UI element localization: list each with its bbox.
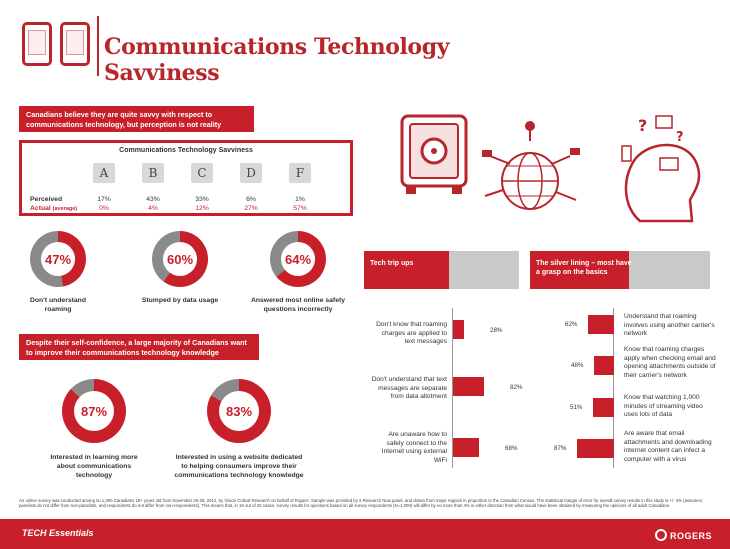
- donut-data-usage-label: Stumped by data usage: [141, 297, 219, 304]
- actual-b: 4%: [148, 205, 158, 212]
- actual-c: 12%: [195, 205, 209, 212]
- tripup-bar-1: [453, 320, 464, 339]
- silver-value-1: 62%: [565, 321, 578, 328]
- savviness-title: Communications Technology Savviness: [119, 147, 253, 154]
- knowledge-banner: Despite their self-confidence, a large m…: [19, 334, 259, 360]
- grade-c: C: [191, 163, 213, 183]
- footer-bar: [0, 519, 730, 549]
- donut-interested-website-label: Interested in using a website dedicated …: [174, 454, 304, 479]
- silver-statement-3: Know that watching 1,000 minutes of stre…: [624, 394, 703, 418]
- silver-statement-1: Understand that roaming involves using a…: [624, 313, 715, 337]
- silver-statement-2: Know that roaming charges apply when che…: [624, 346, 716, 379]
- donut-roaming-label: Don't understand roaming: [30, 297, 86, 313]
- donut-interested-website-value: 83%: [219, 391, 259, 431]
- tech-tripups-title: Tech trip ups: [370, 260, 414, 267]
- donut-interested-learning-value: 87%: [74, 391, 114, 431]
- silver-value-4: 87%: [554, 445, 567, 452]
- grade-f: F: [289, 163, 311, 183]
- tripup-bar-2: [453, 377, 484, 396]
- donut-online-safety: 64%: [270, 231, 326, 287]
- survey-footnote: An online survey was conducted among N=1…: [19, 498, 703, 509]
- silver-axis: [613, 308, 614, 468]
- silver-bar-3: [593, 398, 614, 417]
- tablet-icon: [22, 22, 52, 66]
- silver-statement-4: Are aware that email attachments and dow…: [624, 430, 712, 463]
- tripup-question-3: Are unaware how to safely connect to the…: [381, 431, 447, 464]
- donut-roaming: 47%: [30, 231, 86, 287]
- donut-online-safety-value: 64%: [281, 242, 315, 276]
- tech-tripups-header: Tech trip ups: [364, 251, 519, 289]
- grade-d: D: [240, 163, 262, 183]
- silver-value-2: 48%: [571, 362, 584, 369]
- thinking-head-icon: ? ?: [621, 115, 701, 223]
- tripups-axis: [452, 308, 453, 468]
- donut-roaming-value: 47%: [41, 242, 75, 276]
- actual-f: 57%: [293, 205, 307, 212]
- silver-bar-1: [588, 315, 614, 334]
- silver-bar-2: [594, 356, 614, 375]
- silver-lining-header: The silver lining – most have a grasp on…: [530, 251, 710, 289]
- smartphone-icon: [60, 22, 90, 66]
- tripup-value-3: 68%: [505, 445, 518, 452]
- grade-a: A: [93, 163, 115, 183]
- donut-online-safety-label: Answered most online safety questions in…: [250, 297, 346, 313]
- tripup-bar-3: [453, 438, 479, 457]
- actual-d: 27%: [244, 205, 258, 212]
- perceived-f: 1%: [295, 196, 305, 203]
- savviness-table: Communications Technology Savviness A B …: [19, 140, 353, 216]
- tripup-value-1: 28%: [490, 327, 503, 334]
- donut-interested-learning: 87%: [62, 379, 126, 443]
- actual-label-text: Actual: [30, 205, 51, 212]
- tripup-value-2: 82%: [510, 384, 523, 391]
- header-divider: [97, 16, 99, 76]
- page-title: Communications Technology Savviness: [104, 34, 450, 86]
- rogers-logo-icon: [655, 529, 667, 541]
- globe-icon: [482, 121, 580, 210]
- donut-interested-website: 83%: [207, 379, 271, 443]
- perceived-b: 43%: [146, 196, 160, 203]
- perceived-c: 33%: [195, 196, 209, 203]
- tech-essentials-logo: TECH Essentials: [22, 528, 94, 538]
- donut-data-usage-value: 60%: [163, 242, 197, 276]
- rogers-logo: ROGERS: [670, 531, 713, 541]
- intro-banner: Canadians believe they are quite savvy w…: [19, 106, 254, 132]
- safe-icon: [400, 114, 468, 194]
- svg-text:?: ?: [638, 116, 647, 135]
- perceived-d: 6%: [246, 196, 256, 203]
- donut-data-usage: 60%: [152, 231, 208, 287]
- actual-sub: (average): [52, 206, 78, 212]
- perceived-label: Perceived: [30, 196, 63, 203]
- actual-label: Actual (average): [30, 205, 77, 212]
- silver-value-3: 51%: [570, 404, 583, 411]
- actual-a: 0%: [99, 205, 109, 212]
- perceived-a: 17%: [97, 196, 111, 203]
- tripup-question-2: Don't understand that text messages are …: [371, 376, 447, 400]
- tripup-question-1: Don't know that roaming charges are appl…: [376, 321, 447, 345]
- grade-b: B: [142, 163, 164, 183]
- illustration: ? ?: [400, 114, 701, 223]
- svg-text:?: ?: [676, 130, 684, 145]
- silver-bar-4: [577, 439, 614, 458]
- donut-interested-learning-label: Interested in learning more about commun…: [50, 454, 138, 479]
- silver-lining-title: The silver lining – most have a grasp on…: [536, 260, 632, 276]
